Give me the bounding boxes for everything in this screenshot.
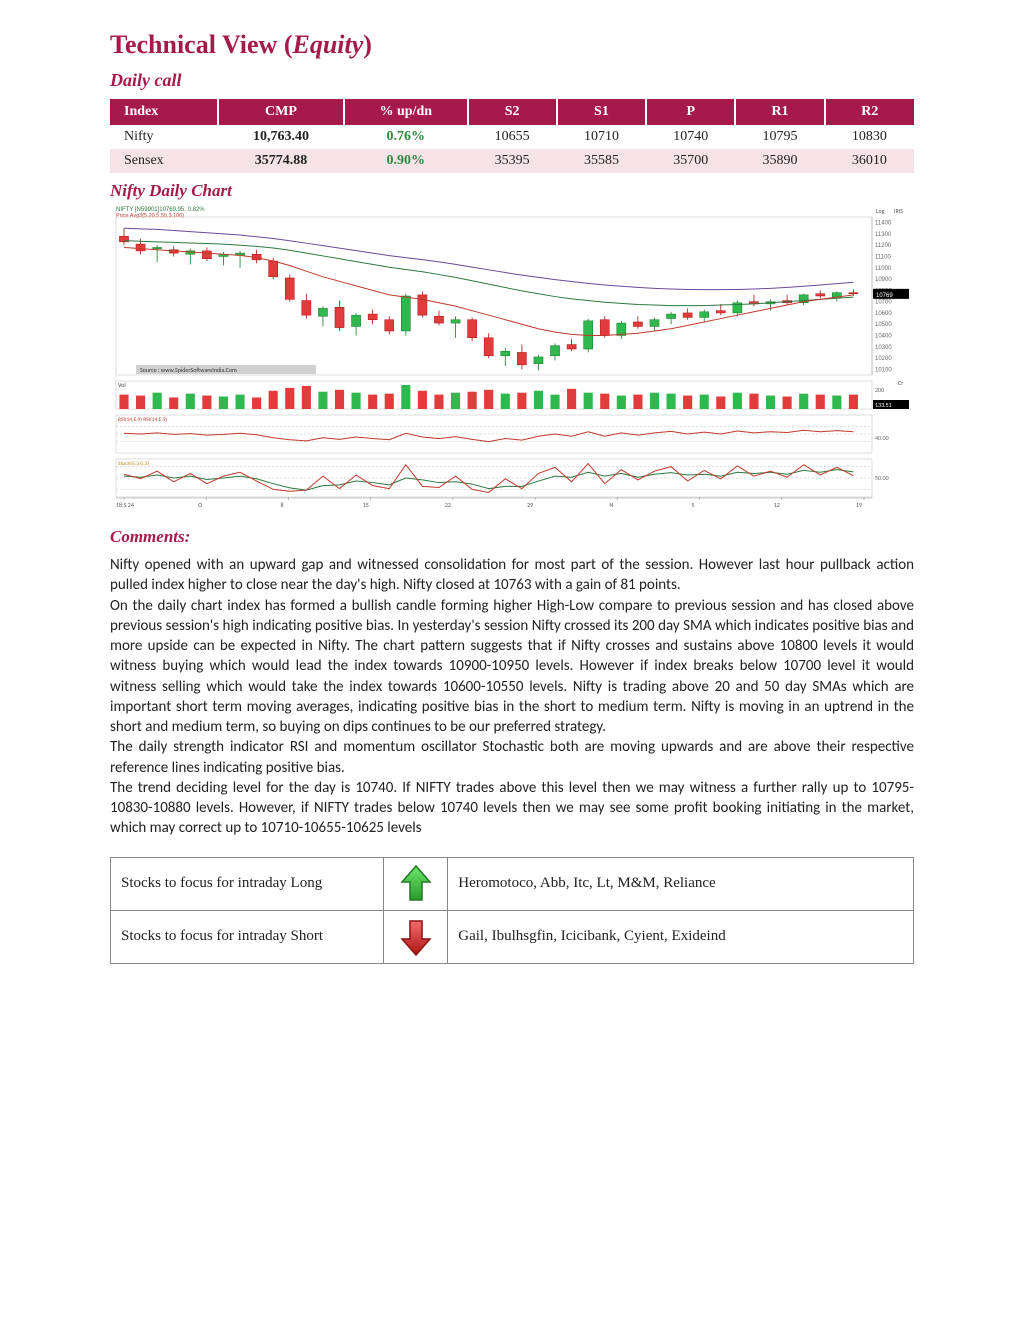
index-col-cmp: CMP: [218, 99, 344, 125]
index-col-s1: S1: [557, 99, 646, 125]
index-col-r2: R2: [825, 99, 914, 125]
down-arrow-icon: [400, 917, 432, 957]
svg-text:29: 29: [527, 501, 533, 509]
comments-body: Nifty opened with an upward gap and witn…: [110, 555, 914, 839]
svg-text:RSI(14,E,9) RSI(14,E,9): RSI(14,E,9) RSI(14,E,9): [118, 416, 167, 423]
svg-text:19: 19: [856, 501, 862, 509]
comment-paragraph: The trend deciding level for the day is …: [110, 778, 914, 839]
svg-text:10600: 10600: [875, 311, 892, 317]
index-col-s2: S2: [468, 99, 557, 125]
svg-text:10200: 10200: [875, 356, 892, 362]
focus-long-row: Stocks to focus for intraday Long Heromo…: [111, 857, 914, 910]
index-col-r1: R1: [735, 99, 824, 125]
svg-text:N: N: [609, 501, 613, 509]
focus-long-label: Stocks to focus for intraday Long: [111, 857, 384, 910]
title-equity: Equity: [292, 30, 363, 59]
svg-text:O: O: [198, 501, 202, 509]
svg-text:11300: 11300: [875, 232, 892, 238]
svg-text:Stoch(5,3,0,3): Stoch(5,3,0,3): [118, 460, 149, 467]
svg-text:133.51: 133.51: [875, 401, 892, 409]
svg-text:15: 15: [363, 501, 369, 509]
comments-heading: Comments:: [110, 527, 914, 547]
svg-text:IRIS: IRIS: [894, 207, 903, 215]
svg-text:40.00: 40.00: [875, 434, 889, 442]
svg-text:5: 5: [692, 501, 695, 509]
focus-short-label: Stocks to focus for intraday Short: [111, 910, 384, 963]
svg-text:50.00: 50.00: [875, 474, 889, 482]
page-title: Technical View (Equity): [110, 30, 914, 60]
svg-text:12: 12: [774, 501, 780, 509]
svg-text:10100: 10100: [875, 367, 892, 373]
svg-text:Price Avg3(5,20,5,50,3,100): Price Avg3(5,20,5,50,3,100): [116, 213, 184, 219]
focus-short-stocks: Gail, Ibulhsgfin, Icicibank, Cyient, Exi…: [448, 910, 914, 963]
svg-text:Cr: Cr: [898, 379, 903, 387]
svg-text:Vol: Vol: [118, 381, 126, 389]
index-header-row: IndexCMP% up/dnS2S1PR1R2: [110, 99, 914, 125]
title-suffix: ): [363, 30, 372, 59]
nifty-chart: NIFTY [N59901]10769.95, 0.82%Price Avg3(…: [110, 203, 914, 513]
comment-paragraph: The daily strength indicator RSI and mom…: [110, 737, 914, 778]
svg-text:Log: Log: [876, 207, 885, 215]
svg-text:10400: 10400: [875, 334, 892, 340]
index-col-index: Index: [110, 99, 218, 125]
svg-text:18:S 24: 18:S 24: [116, 501, 134, 509]
svg-text:11200: 11200: [875, 243, 892, 249]
svg-text:11100: 11100: [875, 255, 891, 261]
svg-text:22: 22: [445, 501, 451, 509]
index-row-sensex: Sensex35774.880.90%353953558535700358903…: [110, 149, 914, 173]
focus-long-stocks: Heromotoco, Abb, Itc, Lt, M&M, Reliance: [448, 857, 914, 910]
svg-text:Source : www.SpiderSoftwareInd: Source : www.SpiderSoftwareIndia.Com: [140, 366, 237, 374]
index-col--up-dn: % up/dn: [344, 99, 468, 125]
comment-paragraph: Nifty opened with an upward gap and witn…: [110, 555, 914, 596]
down-arrow-cell: [384, 910, 448, 963]
daily-call-heading: Daily call: [110, 70, 914, 91]
svg-text:10900: 10900: [875, 277, 892, 283]
up-arrow-icon: [400, 864, 432, 904]
index-row-nifty: Nifty10,763.400.76%106551071010740107951…: [110, 125, 914, 149]
svg-text:10300: 10300: [875, 345, 892, 351]
svg-text:200: 200: [875, 386, 884, 394]
comment-paragraph: On the daily chart index has formed a bu…: [110, 596, 914, 738]
title-prefix: Technical View (: [110, 30, 292, 59]
svg-text:10769: 10769: [876, 293, 893, 299]
index-table: IndexCMP% up/dnS2S1PR1R2 Nifty10,763.400…: [110, 99, 914, 173]
up-arrow-cell: [384, 857, 448, 910]
index-col-p: P: [646, 99, 735, 125]
svg-text:11000: 11000: [875, 266, 892, 272]
chart-heading: Nifty Daily Chart: [110, 181, 914, 201]
svg-text:10500: 10500: [875, 322, 892, 328]
svg-text:10700: 10700: [875, 300, 892, 306]
svg-text:8: 8: [280, 501, 283, 509]
svg-text:11400: 11400: [875, 221, 892, 227]
focus-short-row: Stocks to focus for intraday Short Gail,…: [111, 910, 914, 963]
focus-table: Stocks to focus for intraday Long Heromo…: [110, 857, 914, 964]
